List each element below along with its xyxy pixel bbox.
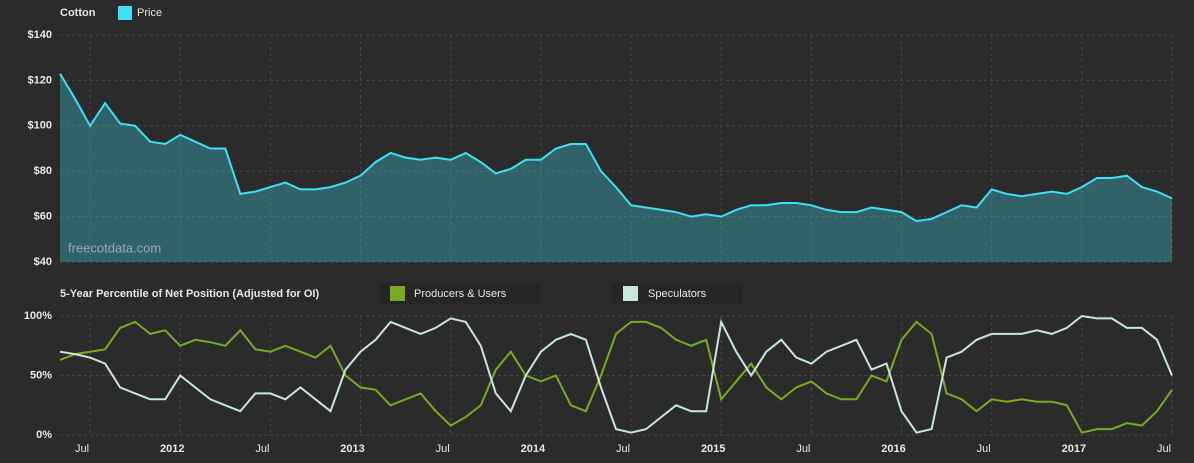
x-tick-label: 2016: [881, 443, 905, 455]
x-tick-label: Jul: [977, 443, 991, 455]
y-tick-label: 50%: [30, 369, 52, 381]
legend-box: [612, 283, 742, 305]
legend-swatch: [118, 6, 132, 20]
x-tick-label: Jul: [1157, 443, 1171, 455]
x-tick-label: Jul: [796, 443, 810, 455]
x-tick-label: 2013: [340, 443, 364, 455]
chart-title: 5-Year Percentile of Net Position (Adjus…: [60, 288, 319, 300]
x-tick-label: 2017: [1062, 443, 1086, 455]
x-tick-label: Jul: [75, 443, 89, 455]
legend-swatch: [623, 286, 638, 301]
area: [60, 73, 1172, 262]
line: [59, 314, 1173, 434]
y-tick-label: $60: [34, 211, 52, 223]
legend-label: Speculators: [648, 288, 707, 300]
x-tick-label: 2015: [701, 443, 725, 455]
x-tick-label: Jul: [616, 443, 630, 455]
watermark: freecotdata.com: [68, 240, 161, 255]
legend-swatch: [390, 286, 405, 301]
y-tick-label: 100%: [24, 310, 52, 322]
y-tick-label: $40: [34, 256, 52, 268]
legend-box: [380, 283, 540, 305]
y-tick-label: 0%: [36, 429, 52, 441]
y-tick-label: $80: [34, 165, 52, 177]
legend-label: Price: [137, 7, 162, 19]
y-tick-label: $120: [28, 74, 52, 86]
x-tick-label: 2012: [160, 443, 184, 455]
y-tick-label: $100: [28, 120, 52, 132]
x-tick-label: Jul: [255, 443, 269, 455]
x-tick-label: Jul: [436, 443, 450, 455]
line: [59, 320, 1173, 434]
legend-label: Producers & Users: [414, 288, 507, 300]
line: [59, 73, 1173, 223]
y-tick-label: $140: [28, 29, 52, 41]
chart-title: Cotton: [60, 7, 96, 19]
x-tick-label: 2014: [521, 443, 546, 455]
